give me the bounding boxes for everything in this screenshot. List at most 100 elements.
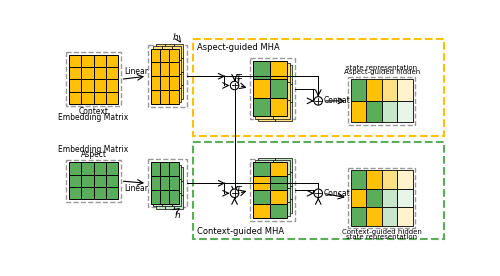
Bar [253, 190, 270, 204]
Bar [151, 176, 160, 190]
Bar [156, 167, 165, 181]
Bar [275, 172, 292, 185]
Bar [270, 176, 287, 190]
Bar [348, 168, 415, 228]
Bar [170, 176, 179, 190]
Bar [68, 163, 81, 175]
Bar [253, 79, 270, 98]
Bar [81, 175, 94, 187]
Bar [366, 170, 382, 189]
Bar [153, 88, 162, 102]
Text: state representation: state representation [346, 65, 418, 71]
Bar [170, 163, 179, 176]
Bar [272, 100, 289, 119]
Bar [160, 76, 170, 90]
Bar [398, 170, 413, 189]
Bar [256, 202, 272, 216]
Bar [258, 102, 275, 121]
Circle shape [314, 97, 322, 105]
Bar [270, 163, 287, 176]
Bar [68, 67, 81, 79]
Bar [156, 71, 165, 86]
Bar [153, 193, 162, 206]
Bar [165, 71, 174, 86]
Bar [270, 190, 287, 204]
Bar [165, 181, 174, 195]
Bar [253, 204, 270, 218]
Bar [162, 60, 172, 74]
Bar [272, 174, 289, 188]
Bar [256, 188, 272, 202]
Bar [94, 67, 106, 79]
Bar [160, 163, 170, 176]
Bar [162, 193, 172, 206]
Bar [382, 101, 398, 123]
Bar [106, 55, 118, 67]
Text: T: T [236, 78, 241, 87]
Bar [66, 52, 120, 106]
Bar [81, 67, 94, 79]
Bar [172, 74, 181, 88]
Bar [258, 200, 275, 213]
Bar [106, 79, 118, 92]
Bar [258, 185, 275, 200]
Bar [256, 160, 272, 174]
Text: Aspect: Aspect [80, 150, 106, 160]
Text: h: h [173, 33, 178, 42]
Bar [272, 82, 289, 100]
Bar [68, 187, 81, 200]
Text: Context-guided MHA: Context-guided MHA [198, 227, 284, 236]
Bar [165, 58, 174, 71]
Bar [270, 79, 287, 98]
Bar [270, 204, 287, 218]
Bar [160, 49, 170, 62]
Text: Context-guided hidden: Context-guided hidden [342, 229, 421, 235]
Bar [351, 189, 366, 207]
Bar [351, 101, 366, 123]
Bar [170, 190, 179, 204]
Bar [156, 181, 165, 195]
Text: h: h [174, 211, 180, 220]
Bar [275, 102, 292, 121]
Bar [250, 58, 295, 119]
Bar [192, 142, 444, 240]
Circle shape [230, 189, 239, 198]
Bar [256, 82, 272, 100]
Text: Context: Context [78, 107, 108, 116]
Bar [258, 172, 275, 185]
Text: Linear: Linear [124, 184, 148, 193]
Bar [250, 160, 295, 221]
Bar [256, 100, 272, 119]
Bar [160, 190, 170, 204]
Text: state representation: state representation [346, 234, 418, 240]
Bar [275, 158, 292, 172]
Bar [153, 165, 162, 179]
Bar [174, 167, 184, 181]
Bar [351, 79, 366, 101]
Bar [398, 101, 413, 123]
Bar [258, 65, 275, 84]
Bar [275, 185, 292, 200]
Bar [151, 76, 160, 90]
Text: Embedding Matrix: Embedding Matrix [58, 113, 128, 122]
Bar [172, 193, 181, 206]
Bar [68, 55, 81, 67]
Bar [172, 88, 181, 102]
Bar [165, 167, 174, 181]
Bar [366, 79, 382, 101]
Bar [253, 176, 270, 190]
Bar [66, 160, 120, 202]
Bar [174, 195, 184, 209]
Bar [275, 200, 292, 213]
Bar [81, 187, 94, 200]
Bar [156, 195, 165, 209]
Bar [272, 202, 289, 216]
Bar [275, 65, 292, 84]
Text: Concat: Concat [324, 96, 350, 105]
Bar [165, 44, 174, 58]
Text: Embedding Matrix: Embedding Matrix [58, 145, 128, 154]
Bar [94, 92, 106, 104]
Bar [366, 101, 382, 123]
Bar [351, 207, 366, 225]
Bar [253, 61, 270, 79]
